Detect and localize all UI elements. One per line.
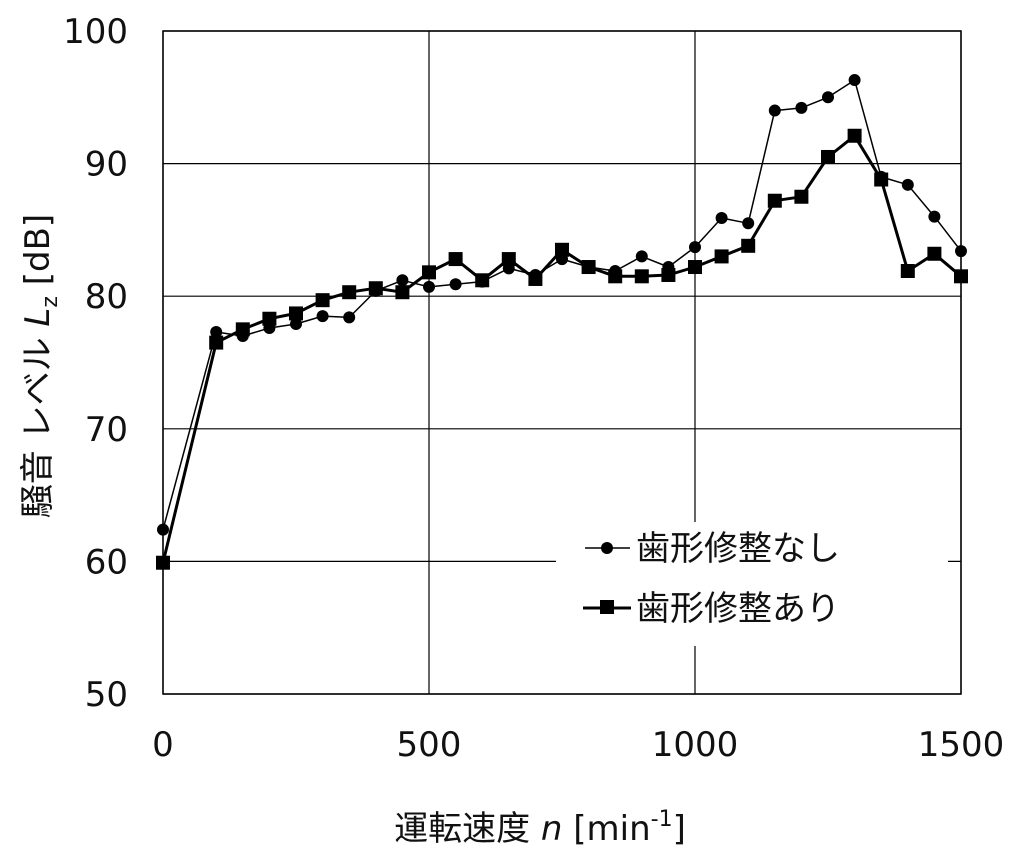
y-axis-title-variable: L [18, 308, 58, 327]
series-2-point-900 [634, 269, 649, 284]
series-2-point-950 [661, 267, 676, 282]
series-2-point-450 [395, 285, 410, 300]
y-tick-label-70: 70 [85, 410, 128, 450]
series-2-point-1000 [688, 260, 702, 275]
x-axis-title-unit-pre: [min [562, 809, 650, 849]
x-tick-label-500: 500 [397, 725, 462, 765]
x-tick-label-1500: 1500 [918, 725, 1005, 765]
series-2 [156, 128, 968, 570]
series-2-point-150 [235, 322, 250, 337]
series-2-point-650 [501, 252, 516, 267]
y-tick-label-100: 100 [63, 12, 128, 52]
series-2-point-400 [368, 281, 383, 296]
x-axis-title-unit-post: ] [673, 809, 686, 849]
y-tick-label-60: 60 [85, 542, 128, 582]
data-series [156, 74, 968, 570]
series-1 [157, 74, 967, 536]
series-1-point-1050 [715, 211, 728, 224]
series-1-point-900 [635, 250, 648, 263]
y-tick-labels: 50 60 70 80 90 100 [63, 12, 128, 715]
series-1-point-0 [157, 523, 169, 536]
series-2-point-1250 [821, 149, 835, 164]
series-2-point-1450 [927, 246, 942, 261]
series-2-point-1150 [767, 193, 782, 208]
y-axis-title-subscript: z [38, 296, 63, 308]
y-tick-label-50: 50 [85, 675, 128, 715]
series-2-point-100 [209, 335, 224, 350]
series-2-point-1200 [794, 189, 809, 204]
series-1-point-1250 [822, 91, 834, 104]
series-1-point-1300 [848, 74, 861, 87]
x-axis-title-spacer [530, 809, 541, 849]
series-2-point-1350 [874, 172, 889, 187]
legend-entry-series-2: 歯形修整あり [583, 589, 840, 629]
x-axis-title: 運転速度 n [min-1] [394, 807, 686, 849]
series-2-point-500 [422, 265, 436, 280]
series-1-point-300 [316, 310, 329, 323]
series-2-point-1300 [847, 128, 862, 143]
series-2-point-700 [528, 271, 543, 286]
series-1-point-1000 [689, 241, 701, 254]
x-tick-label-1000: 1000 [652, 725, 739, 765]
y-axis-title-unit: [dB] [18, 214, 58, 296]
y-axis-title-main: 騒音 レベル [18, 327, 58, 519]
series-2-point-1100 [741, 238, 756, 253]
series-1-point-1200 [795, 101, 808, 114]
series-1-point-100 [210, 326, 223, 339]
legend-label-series-2: 歯形修整あり [636, 589, 840, 629]
series-2-point-550 [448, 252, 463, 267]
legend-entry-series-1: 歯形修整なし [585, 529, 840, 569]
series-2-point-600 [475, 273, 490, 288]
series-1-point-1150 [768, 104, 781, 117]
series-2-point-800 [581, 260, 596, 275]
series-1-point-500 [423, 280, 435, 293]
series-2-point-1400 [900, 264, 915, 279]
x-axis-title-main: 運転速度 [394, 809, 530, 849]
series-2-point-0 [156, 555, 170, 570]
x-axis-title-variable: n [541, 809, 563, 849]
x-tick-labels: 0 500 1000 1500 [152, 725, 1004, 765]
legend-background [556, 522, 948, 646]
series-2-point-1500 [954, 269, 968, 284]
series-2-point-300 [315, 293, 330, 308]
legend-label-series-1: 歯形修整なし [636, 529, 840, 569]
plot-area-frame [162, 30, 962, 695]
legend: 歯形修整なし 歯形修整あり [556, 522, 948, 646]
series-2-point-200 [262, 311, 277, 326]
series-1-point-1400 [901, 178, 914, 191]
series-1-point-1100 [742, 217, 755, 230]
series-1-point-350 [343, 311, 356, 324]
y-axis-title: 騒音 レベル Lz [dB] [18, 214, 63, 518]
series-1-point-1450 [928, 210, 941, 223]
y-tick-label-80: 80 [85, 277, 128, 317]
x-axis-title-unit-superscript: -1 [651, 807, 673, 832]
series-2-point-250 [289, 306, 303, 321]
series-2-point-350 [342, 285, 357, 300]
series-2-point-1050 [714, 249, 729, 264]
legend-marker-series-2 [600, 600, 614, 614]
series-2-point-850 [608, 269, 623, 284]
series-1-point-250 [290, 318, 302, 331]
series-1-point-550 [449, 278, 462, 291]
series-2-point-750 [555, 242, 569, 257]
y-tick-label-90: 90 [85, 145, 128, 185]
series-1-point-1500 [955, 245, 967, 258]
legend-marker-series-1 [601, 542, 613, 554]
series-1-point-450 [396, 274, 409, 287]
x-tick-label-0: 0 [152, 725, 174, 765]
